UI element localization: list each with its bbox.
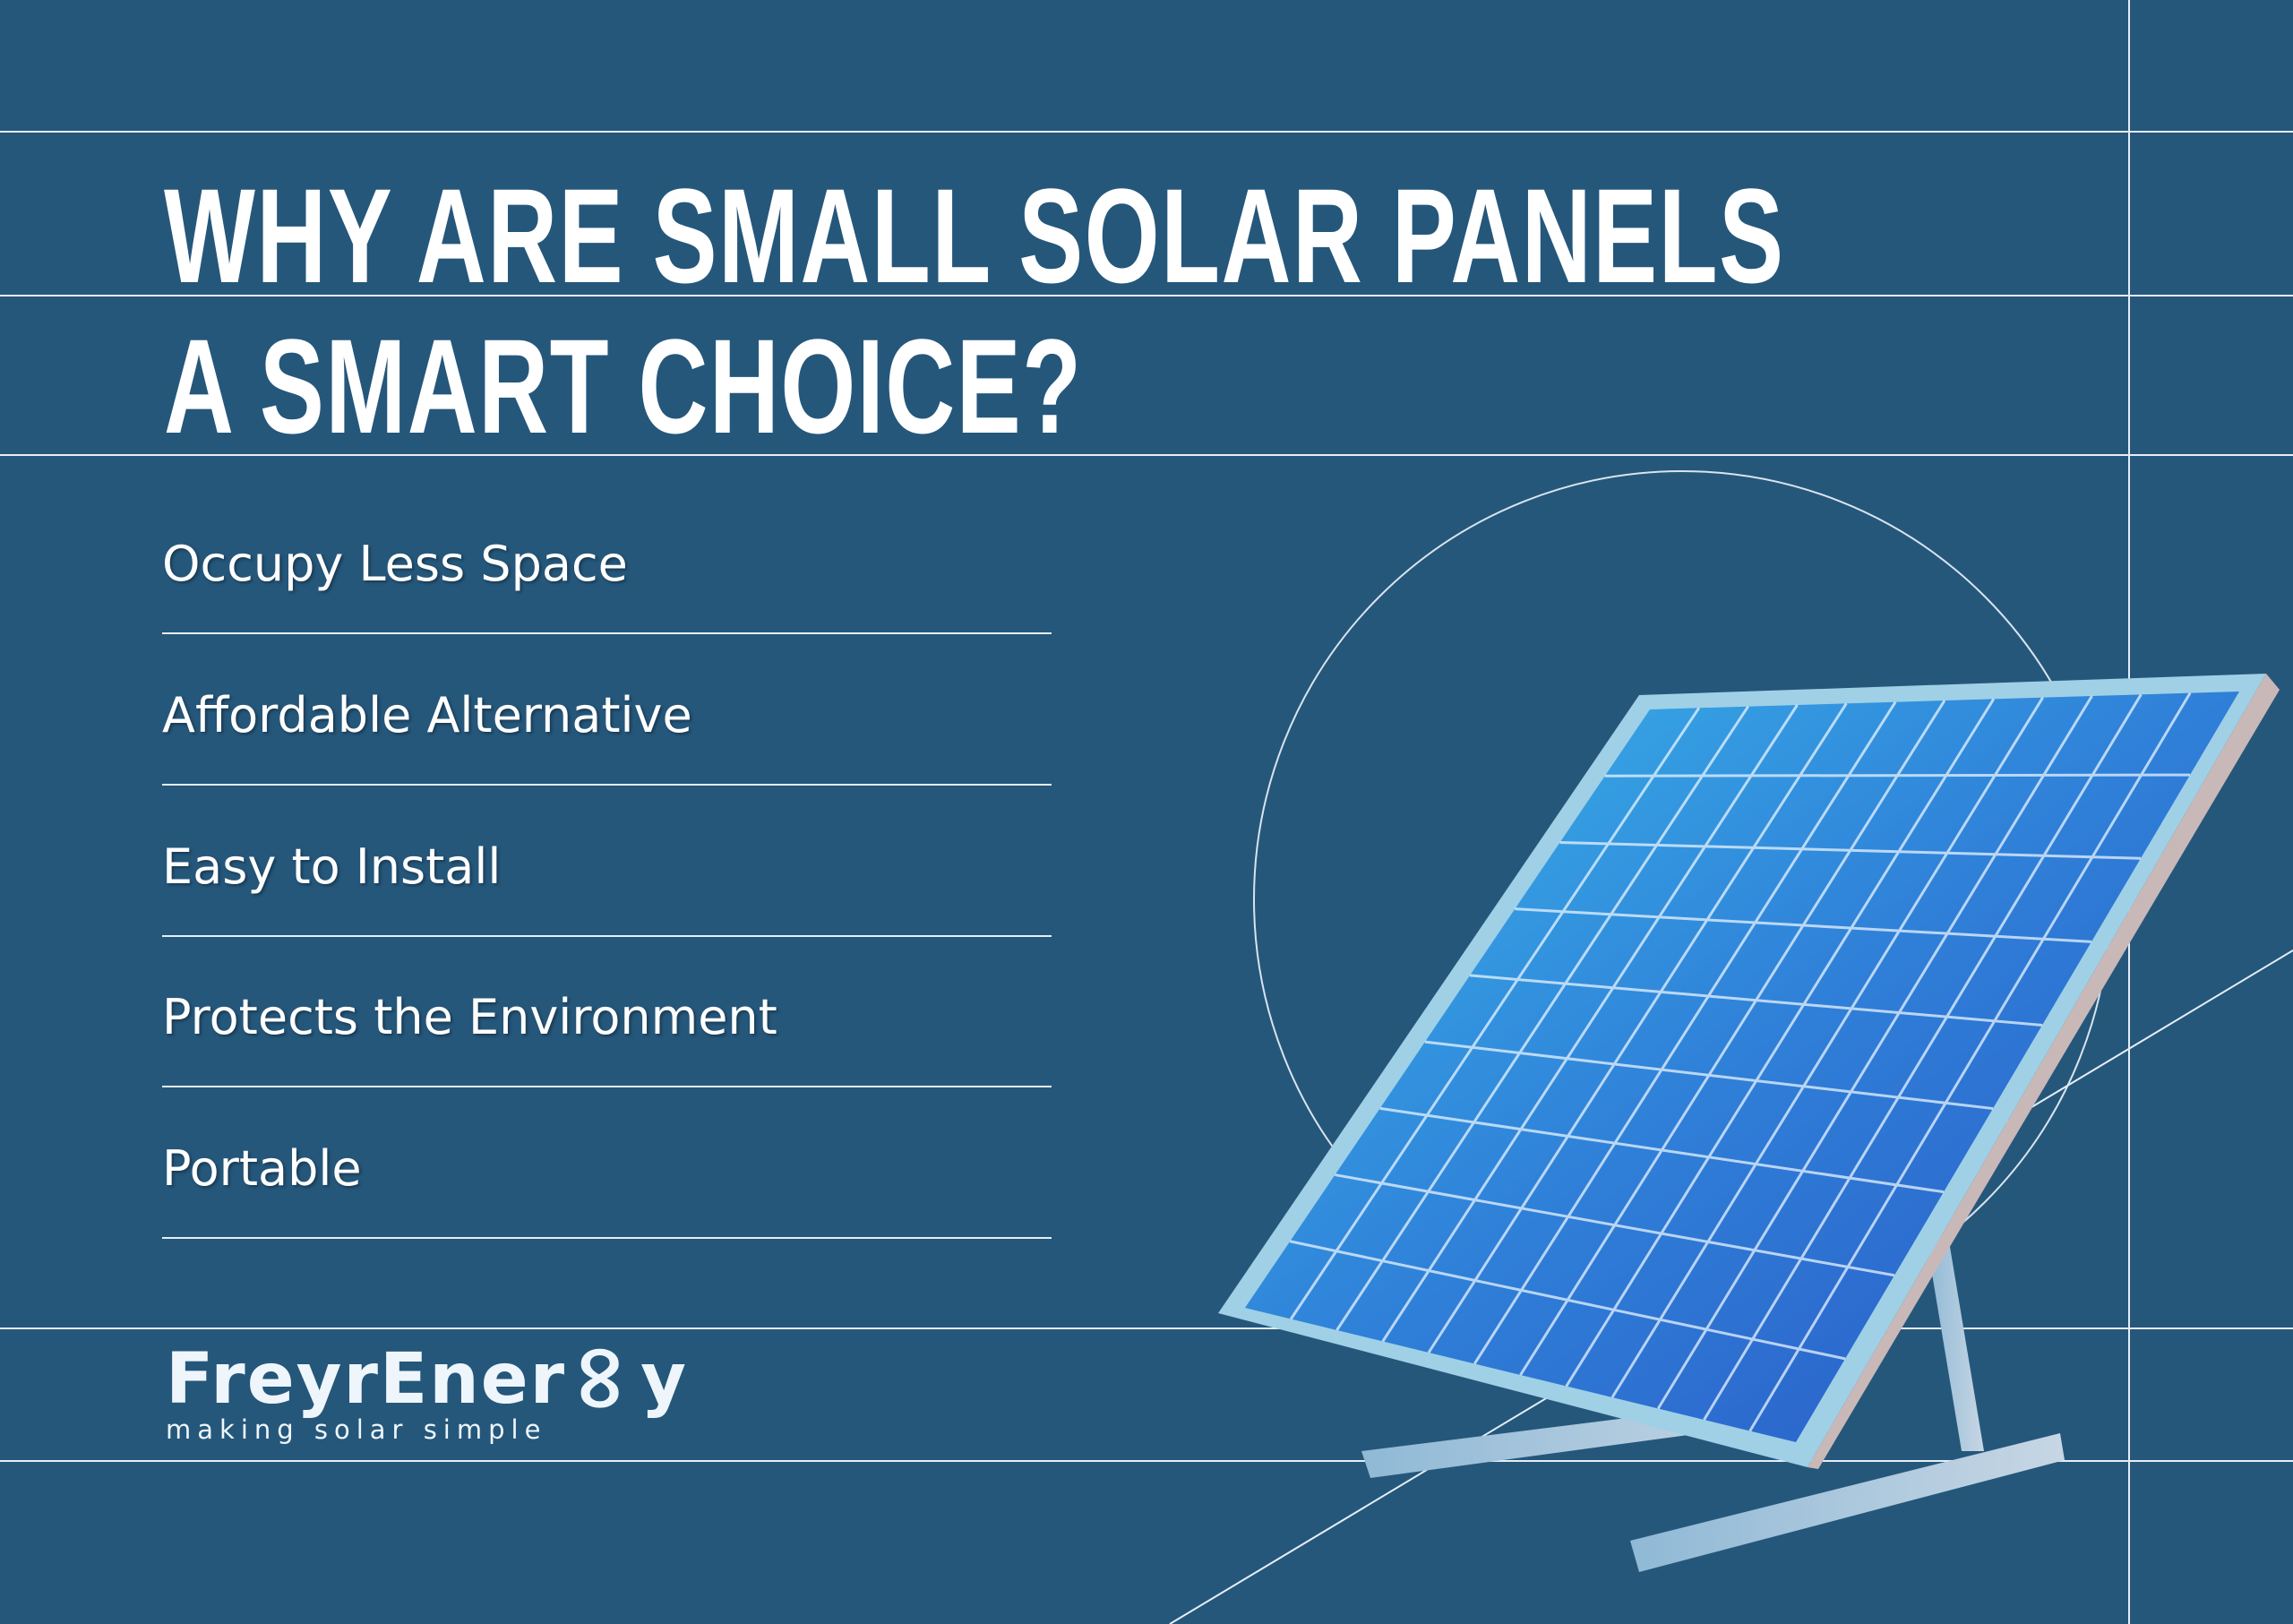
logo-brand-end: y (640, 1339, 688, 1420)
cell-line (1335, 1173, 1895, 1277)
grid-line (0, 1328, 2293, 1329)
benefit-item: Occupy Less Space (162, 536, 1052, 634)
cell-line (1656, 695, 2093, 1410)
cell-line (1515, 907, 2092, 943)
logo-tagline: making solar simple (166, 1414, 547, 1445)
benefit-item: Easy to Install (162, 838, 1052, 937)
cell-line (1427, 702, 1848, 1353)
cell-line (1335, 705, 1749, 1331)
cell-line (1424, 1040, 1994, 1111)
cell-line (1610, 696, 2044, 1398)
benefit-label: Protects the Environment (162, 989, 777, 1045)
page-title-line1: WHY ARE SMALL SOLAR PANELS (164, 160, 1785, 311)
grid-line (0, 131, 2293, 133)
divider (162, 632, 1052, 634)
cell-line (1473, 700, 1897, 1365)
divider (162, 935, 1052, 937)
benefit-label: Easy to Install (162, 838, 502, 895)
benefit-item: Affordable Alternative (162, 687, 1052, 786)
cell-line (1703, 693, 2143, 1421)
cell-line (1381, 704, 1799, 1343)
page-title-line2: A SMART CHOICE? (164, 311, 1083, 461)
cell-line (1469, 974, 2043, 1027)
grid-line (0, 454, 2293, 456)
divider (162, 1237, 1052, 1239)
cell-line (1290, 707, 1701, 1320)
cell-line (1289, 1240, 1846, 1361)
cell-line (1519, 700, 1946, 1376)
grid-line (0, 1460, 2293, 1462)
logo-brand: FreyrEner (166, 1339, 567, 1420)
cell-line (1604, 773, 2191, 778)
divider (162, 784, 1052, 786)
benefit-label: Occupy Less Space (162, 536, 628, 592)
cell-line (1565, 698, 1996, 1388)
freyr-energy-logo: FreyrEner∞y making solar simple (166, 1339, 688, 1445)
cell-line (1748, 692, 2192, 1432)
benefit-item: Portable (162, 1140, 1052, 1239)
benefit-label: Portable (162, 1140, 362, 1197)
divider (162, 1086, 1052, 1087)
benefit-label: Affordable Alternative (162, 687, 692, 743)
cell-line (1559, 840, 2142, 860)
panel-cells (1245, 692, 2239, 1442)
benefit-item: Protects the Environment (162, 989, 1052, 1087)
cell-line (1379, 1106, 1945, 1194)
grid-line (0, 295, 2293, 296)
